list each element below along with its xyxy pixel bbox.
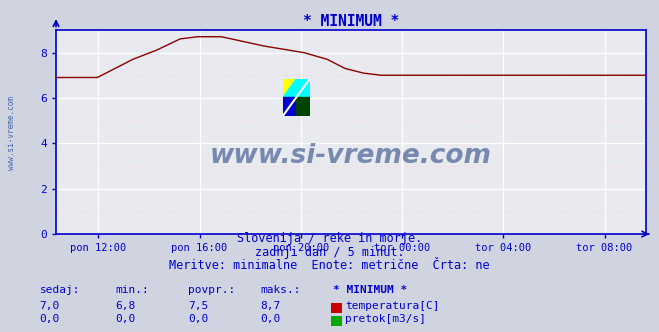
Polygon shape: [283, 97, 297, 116]
Text: Meritve: minimalne  Enote: metrične  Črta: ne: Meritve: minimalne Enote: metrične Črta:…: [169, 259, 490, 272]
Text: temperatura[C]: temperatura[C]: [345, 301, 440, 311]
Text: 7,5: 7,5: [188, 301, 208, 311]
Title: * MINIMUM *: * MINIMUM *: [302, 14, 399, 29]
Text: 0,0: 0,0: [40, 314, 60, 324]
Polygon shape: [297, 97, 310, 116]
Text: povpr.:: povpr.:: [188, 285, 235, 295]
Text: maks.:: maks.:: [260, 285, 301, 295]
Text: 0,0: 0,0: [115, 314, 136, 324]
Text: 8,7: 8,7: [260, 301, 281, 311]
Text: min.:: min.:: [115, 285, 149, 295]
Text: * MINIMUM *: * MINIMUM *: [333, 285, 407, 295]
Text: 0,0: 0,0: [260, 314, 281, 324]
Text: zadnji dan / 5 minut.: zadnji dan / 5 minut.: [254, 246, 405, 259]
Text: sedaj:: sedaj:: [40, 285, 80, 295]
Text: Slovenija / reke in morje.: Slovenija / reke in morje.: [237, 232, 422, 245]
Text: 0,0: 0,0: [188, 314, 208, 324]
Text: 6,8: 6,8: [115, 301, 136, 311]
Polygon shape: [283, 79, 310, 97]
Text: 7,0: 7,0: [40, 301, 60, 311]
Text: www.si-vreme.com: www.si-vreme.com: [210, 143, 492, 169]
Text: www.si-vreme.com: www.si-vreme.com: [7, 96, 16, 170]
Text: pretok[m3/s]: pretok[m3/s]: [345, 314, 426, 324]
Polygon shape: [283, 79, 297, 97]
